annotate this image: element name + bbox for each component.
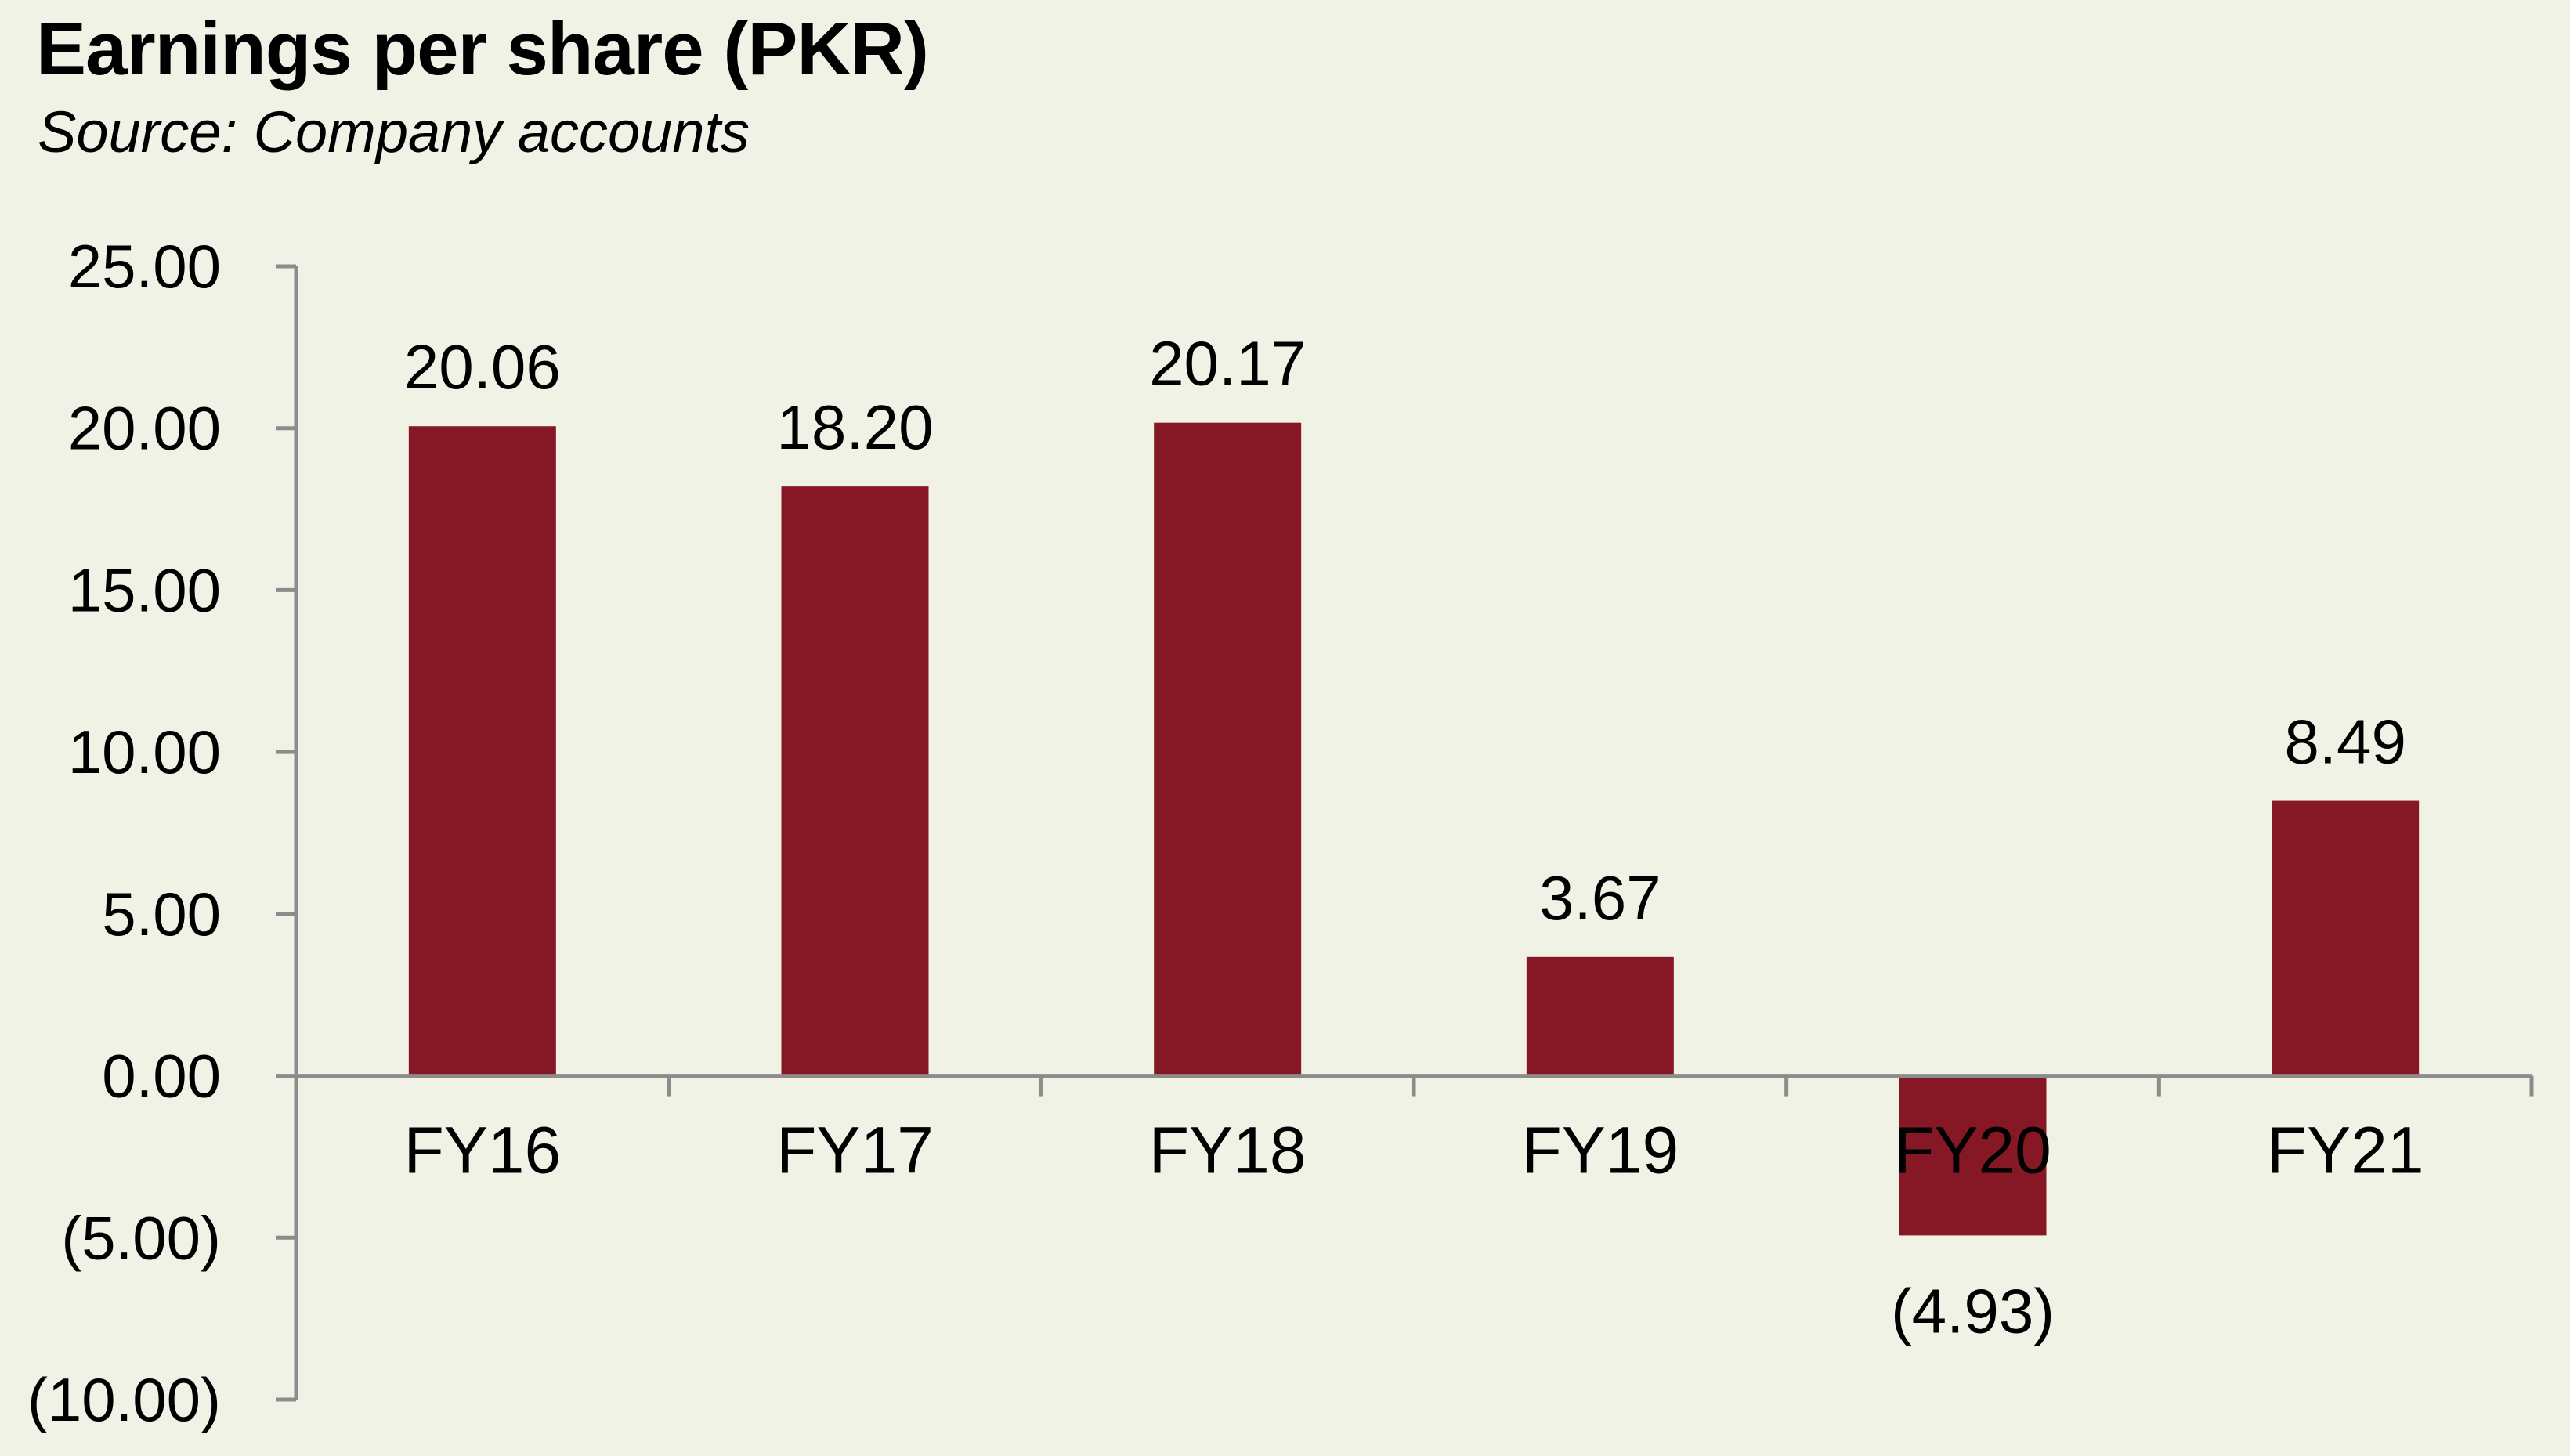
data-label: 3.67 [1539, 863, 1661, 933]
x-tick-label: FY19 [1521, 1114, 1679, 1187]
chart-subtitle: Source: Company accounts [38, 99, 750, 164]
y-tick-label: (10.00) [27, 1365, 221, 1434]
x-tick-label: FY17 [776, 1114, 934, 1187]
x-tick-label: FY21 [2267, 1114, 2424, 1187]
x-tick-label: FY16 [403, 1114, 561, 1187]
bar-fy20 [1899, 1075, 2047, 1236]
y-tick-label: 10.00 [68, 717, 221, 786]
chart-title: Earnings per share (PKR) [36, 7, 929, 91]
x-tick-label: FY18 [1149, 1114, 1307, 1187]
data-label: 18.20 [776, 392, 933, 462]
data-label: 20.17 [1149, 329, 1306, 399]
y-tick-label: 5.00 [102, 880, 221, 948]
y-tick-label: 20.00 [68, 394, 221, 463]
labels-layer: 25.00 20.00 15.00 10.00 5.00 0.00 (5.00) (10.00… [27, 232, 2424, 1434]
bar-fy18 [1154, 422, 1302, 1076]
axes-layer [276, 264, 2534, 1402]
bar-fy21 [2272, 800, 2420, 1076]
data-label: (4.93) [1891, 1276, 2055, 1346]
x-tick-label: FY20 [1894, 1114, 2051, 1187]
y-tick-label: 25.00 [68, 232, 221, 301]
y-tick-label: 15.00 [68, 555, 221, 624]
data-label: 8.49 [2284, 707, 2406, 777]
bar-fy17 [781, 486, 929, 1076]
bars-layer [408, 422, 2420, 1236]
y-tick-label: 0.00 [102, 1042, 221, 1111]
y-tick-label: (5.00) [61, 1203, 221, 1272]
bar-fy16 [408, 426, 556, 1076]
data-label: 20.06 [404, 332, 561, 402]
bar-fy19 [1526, 956, 1674, 1076]
